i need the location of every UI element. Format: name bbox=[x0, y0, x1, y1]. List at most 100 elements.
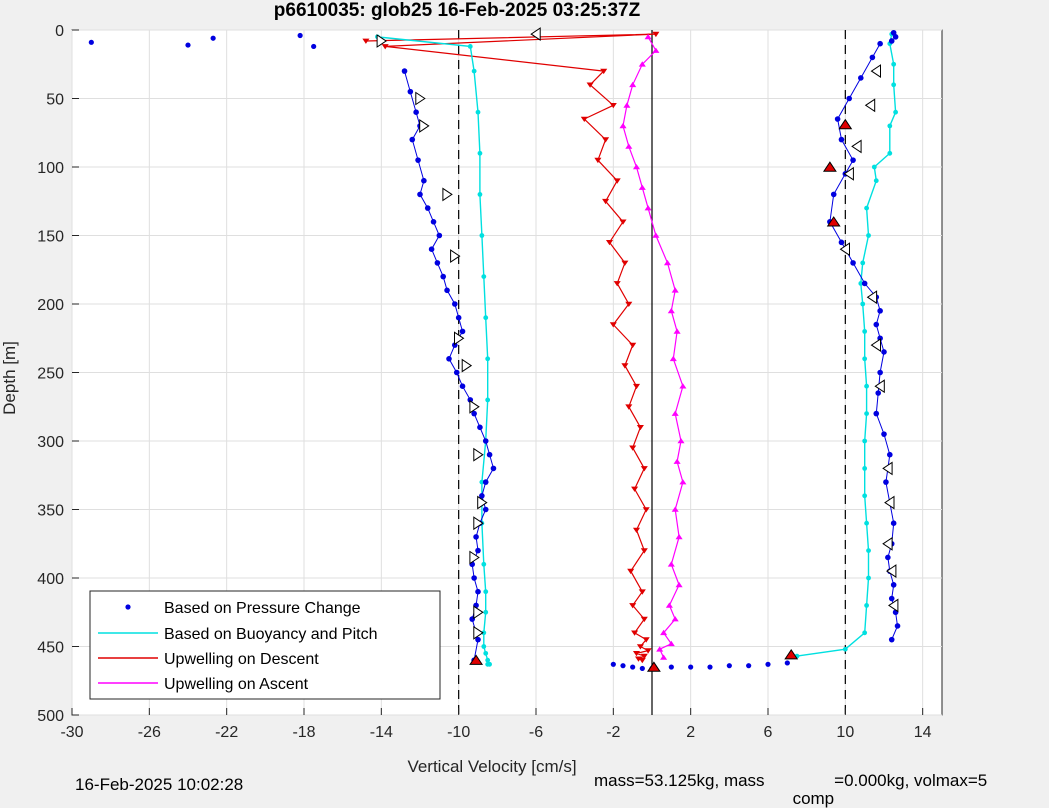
turnaround-marker bbox=[646, 661, 661, 672]
buoyancy-descent-point bbox=[481, 561, 487, 567]
ascent-marker bbox=[864, 98, 876, 113]
ascent-marker bbox=[885, 564, 897, 579]
pressure-surface-point bbox=[185, 42, 191, 48]
ascent-marker bbox=[882, 536, 893, 551]
ascent-marker bbox=[887, 598, 899, 613]
y-tick-label: 300 bbox=[37, 434, 64, 451]
upwelling-descent-point bbox=[631, 486, 639, 492]
ascent-marker bbox=[870, 338, 881, 353]
upwelling-descent-point bbox=[619, 219, 627, 225]
upwelling-descent-point bbox=[625, 404, 633, 410]
upwelling-ascent-point bbox=[632, 163, 641, 170]
buoyancy-ascent-point bbox=[864, 383, 869, 389]
buoyancy-descent-point bbox=[481, 274, 487, 279]
ascent-marker bbox=[843, 166, 854, 181]
upwelling-ascent-point bbox=[677, 437, 685, 444]
upwelling-descent-point bbox=[640, 466, 648, 472]
upwelling-descent-point bbox=[609, 322, 617, 328]
upwelling-ascent-point bbox=[675, 581, 683, 588]
y-tick-label: 350 bbox=[37, 503, 64, 520]
upwelling-descent-point bbox=[640, 616, 648, 623]
turnaround-marker bbox=[469, 654, 484, 665]
turnaround-marker bbox=[822, 161, 837, 172]
buoyancy-descent-point bbox=[471, 68, 477, 74]
x-tick-label: -14 bbox=[370, 724, 393, 741]
upwelling-descent-point bbox=[632, 527, 641, 534]
upwelling-descent-point bbox=[642, 637, 650, 643]
buoyancy-ascent-point bbox=[860, 260, 866, 266]
x-tick-label: -6 bbox=[529, 724, 543, 741]
upwelling-descent-point bbox=[609, 103, 617, 109]
y-tick-label: 450 bbox=[37, 640, 64, 657]
upwelling-ascent-point bbox=[623, 102, 631, 108]
legend-entry-upwelling-ascent: Upwelling on Ascent bbox=[164, 676, 309, 693]
upwelling-ascent-point bbox=[673, 328, 681, 334]
upwelling-ascent-point bbox=[644, 33, 652, 40]
pressure-bottom-point bbox=[726, 663, 732, 669]
footer-timestamp: 16-Feb-2025 10:02:28 bbox=[75, 775, 244, 794]
upwelling-ascent-point bbox=[673, 458, 681, 464]
buoyancy-descent-point bbox=[481, 644, 487, 649]
upwelling-ascent-point bbox=[667, 561, 675, 567]
upwelling-descent-point bbox=[627, 568, 635, 575]
descent-marker bbox=[473, 447, 484, 462]
descent-marker bbox=[469, 399, 480, 414]
pressure-ascent-point bbox=[888, 38, 895, 44]
descent-marker bbox=[454, 331, 465, 346]
pressure-surface-point bbox=[297, 32, 303, 39]
x-tick-label: 2 bbox=[686, 724, 695, 741]
buoyancy-descent-point bbox=[481, 630, 487, 636]
upwelling-descent-point bbox=[644, 648, 652, 654]
descent-marker bbox=[469, 550, 480, 565]
upwelling-ascent-point bbox=[671, 506, 679, 512]
pressure-bottom-point bbox=[610, 661, 616, 667]
buoyancy-ascent-point bbox=[842, 646, 848, 652]
upwelling-descent-point bbox=[613, 281, 621, 287]
upwelling-descent-point bbox=[636, 644, 644, 650]
buoyancy-descent-point bbox=[483, 315, 489, 321]
turnaround-marker bbox=[838, 118, 853, 130]
buoyancy-ascent-point bbox=[866, 548, 871, 553]
upwelling-ascent-point bbox=[671, 616, 679, 622]
descent-marker bbox=[442, 187, 453, 202]
buoyancy-ascent-point bbox=[862, 438, 868, 444]
upwelling-ascent-point bbox=[625, 143, 633, 149]
reference-lines bbox=[458, 30, 846, 715]
pressure-bottom-point bbox=[784, 660, 790, 666]
series-layer bbox=[88, 27, 901, 672]
pressure-bottom-point bbox=[668, 664, 674, 670]
y-tick-label: 0 bbox=[55, 23, 64, 40]
pressure-bottom-point bbox=[707, 664, 713, 670]
buoyancy-descent-point bbox=[485, 397, 491, 403]
upwelling-descent-point bbox=[636, 425, 644, 431]
pressure-ascent-point bbox=[888, 636, 895, 643]
y-tick-label: 150 bbox=[37, 229, 64, 246]
x-tick-label: 6 bbox=[764, 724, 773, 741]
upwelling-descent-point bbox=[602, 198, 610, 205]
upwelling-descent-point bbox=[629, 603, 637, 609]
y-tick-label: 200 bbox=[37, 297, 64, 314]
y-axis-label: Depth [m] bbox=[0, 341, 19, 415]
descent-marker bbox=[415, 91, 426, 106]
upwelling-descent-point bbox=[613, 178, 621, 184]
upwelling-descent-line bbox=[365, 33, 656, 661]
upwelling-descent-point bbox=[605, 240, 614, 246]
upwelling-ascent-point bbox=[638, 61, 646, 67]
upwelling-ascent-point bbox=[679, 479, 687, 485]
buoyancy-descent-point bbox=[487, 661, 492, 667]
buoyancy-descent-point bbox=[483, 609, 489, 615]
buoyancy-ascent-point bbox=[866, 575, 871, 581]
legend: Based on Pressure Change Based on Buoyan… bbox=[89, 590, 441, 700]
pressure-ascent-point bbox=[877, 40, 883, 47]
ascent-marker bbox=[530, 27, 541, 42]
upwelling-descent-point bbox=[631, 630, 639, 636]
upwelling-descent-point bbox=[580, 116, 588, 123]
upwelling-ascent-point bbox=[629, 81, 637, 88]
legend-box bbox=[89, 590, 441, 700]
buoyancy-ascent-point bbox=[871, 164, 877, 170]
descent-marker bbox=[376, 34, 388, 48]
descent-marker bbox=[450, 249, 461, 264]
pressure-bottom-point bbox=[765, 661, 771, 667]
upwelling-descent-point bbox=[638, 589, 646, 595]
upwelling-descent-point bbox=[629, 445, 637, 451]
